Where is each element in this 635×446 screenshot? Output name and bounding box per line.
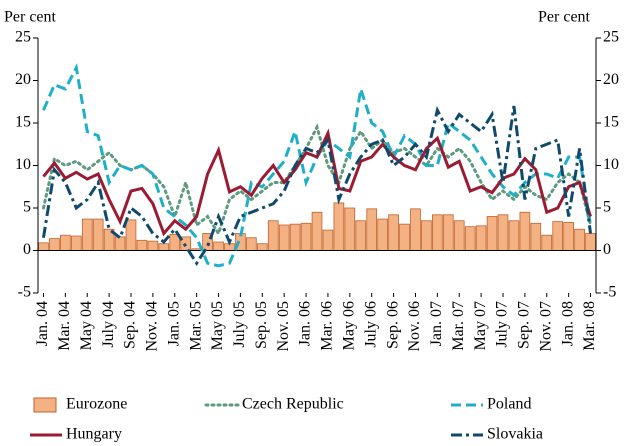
bar — [432, 214, 443, 251]
x-tick-label: Sep. 05 — [253, 301, 270, 349]
y-tick-label: -5 — [18, 284, 31, 301]
y2-tick-label: 15 — [603, 114, 619, 131]
x-tick-label: Jan. 05 — [165, 301, 182, 346]
y2-tick-label: 25 — [603, 29, 619, 46]
x-tick-label: Sep. 06 — [384, 301, 401, 349]
bar — [585, 233, 596, 251]
x-tick-label: July 07 — [494, 301, 511, 348]
bar — [60, 234, 71, 251]
bar — [300, 222, 312, 251]
x-tick-label: July 06 — [362, 301, 379, 348]
bar — [442, 214, 454, 251]
x-tick-label: May 06 — [340, 301, 357, 350]
legend-label: Czech Republic — [242, 396, 344, 413]
bar — [246, 237, 257, 251]
x-tick-label: Jan. 07 — [428, 301, 445, 346]
bar — [125, 219, 137, 251]
legend-label: Eurozone — [66, 396, 127, 413]
x-tick-label: Mar. 08 — [581, 301, 598, 351]
bar — [486, 216, 498, 251]
bar — [114, 236, 126, 251]
bar — [81, 218, 93, 251]
line-series — [41, 123, 593, 237]
bar — [333, 202, 345, 251]
bar — [38, 242, 49, 251]
bar — [70, 235, 82, 251]
bar — [377, 218, 388, 251]
x-tick-label: Nov. 04 — [144, 301, 161, 352]
x-tick-label: July 05 — [231, 301, 248, 348]
bar — [421, 220, 432, 251]
x-tick-label: May 04 — [78, 301, 95, 350]
y2-tick-label: 0 — [603, 241, 611, 258]
bar — [355, 220, 367, 251]
bar — [311, 211, 323, 251]
x-tick-label: Mar. 05 — [187, 301, 204, 351]
line-series — [42, 128, 592, 237]
x-tick-label: Nov. 07 — [537, 301, 554, 352]
legend-label: Hungary — [66, 426, 122, 443]
y2-tick-label: 20 — [603, 71, 619, 88]
bar — [475, 225, 487, 251]
bar — [267, 220, 279, 251]
x-tick-label: Sep. 04 — [122, 301, 139, 349]
bar — [366, 208, 378, 251]
bar — [344, 207, 356, 251]
y-tick-label: 5 — [23, 199, 31, 216]
bar — [563, 222, 574, 251]
y-axis-label: Per cent — [4, 9, 57, 26]
x-tick-label: Nov. 06 — [406, 301, 423, 352]
bar — [388, 214, 399, 251]
y-tick-label: 10 — [15, 156, 31, 173]
bar — [278, 224, 290, 251]
y-tick-label: 25 — [15, 29, 31, 46]
legend-label: Poland — [487, 396, 531, 413]
bar — [289, 223, 301, 251]
bar — [147, 240, 159, 251]
y2-tick-label: -5 — [603, 284, 616, 301]
line-series — [41, 105, 593, 267]
bar — [530, 222, 542, 251]
y-tick-label: 15 — [15, 114, 31, 131]
y2-tick-label: 10 — [603, 156, 619, 173]
x-tick-label: May 07 — [472, 301, 489, 350]
bar — [49, 238, 60, 251]
bar — [322, 229, 334, 251]
x-tick-label: Jan. 06 — [297, 301, 314, 346]
legend-swatch — [33, 397, 57, 413]
bar — [399, 223, 410, 251]
bar — [92, 218, 104, 251]
y-tick-label: 0 — [23, 241, 31, 258]
x-tick-label: Jan. 08 — [559, 301, 576, 346]
bar — [552, 221, 564, 251]
bar — [508, 220, 520, 251]
x-tick-label: Jan. 04 — [34, 301, 51, 346]
x-tick-label: Mar. 07 — [450, 301, 467, 351]
legend-label: Slovakia — [487, 426, 543, 443]
y2-tick-label: 5 — [603, 199, 611, 216]
bar — [541, 234, 553, 251]
bar — [136, 239, 148, 251]
y2-axis-label: Per cent — [538, 9, 591, 26]
bar — [410, 208, 421, 251]
bar — [464, 226, 476, 251]
x-tick-label: July 04 — [100, 301, 117, 348]
x-tick-label: May 05 — [209, 301, 226, 350]
y-tick-label: 20 — [15, 71, 31, 88]
bar — [158, 243, 170, 251]
bar — [519, 211, 531, 251]
bar — [497, 214, 509, 251]
bar — [256, 243, 268, 251]
x-tick-label: Sep. 07 — [516, 301, 533, 349]
bar — [453, 220, 465, 251]
x-tick-label: Mar. 04 — [56, 301, 73, 351]
bar — [574, 228, 585, 251]
x-tick-label: Nov. 05 — [275, 301, 292, 352]
x-tick-label: Mar. 06 — [319, 301, 336, 351]
bar — [213, 241, 224, 251]
